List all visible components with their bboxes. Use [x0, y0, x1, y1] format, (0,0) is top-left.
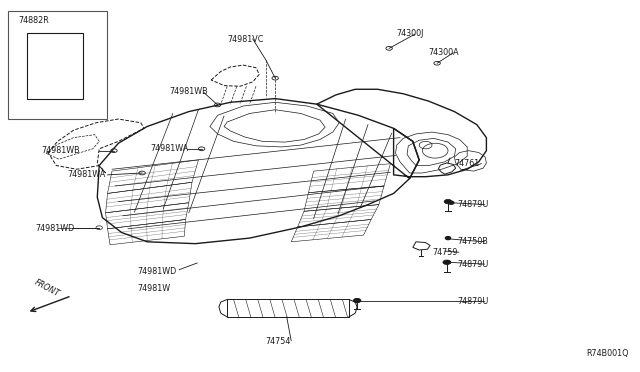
Circle shape: [355, 299, 360, 302]
Circle shape: [445, 237, 451, 240]
Text: R74B001Q: R74B001Q: [586, 349, 628, 358]
Text: 74750B: 74750B: [458, 237, 488, 246]
Circle shape: [445, 261, 451, 264]
Text: FRONT: FRONT: [33, 278, 61, 298]
Text: 74882R: 74882R: [18, 16, 49, 25]
Text: 74981WB: 74981WB: [170, 87, 208, 96]
Text: 74761: 74761: [454, 159, 479, 168]
Circle shape: [353, 298, 361, 303]
Bar: [8, 11, 107, 119]
Text: 74759: 74759: [432, 248, 458, 257]
Text: 74981VC: 74981VC: [227, 35, 264, 44]
Text: 74981WB: 74981WB: [42, 146, 80, 155]
Circle shape: [444, 199, 452, 204]
Text: 74981WA: 74981WA: [67, 170, 106, 179]
Circle shape: [449, 201, 454, 204]
Text: 74981W: 74981W: [138, 284, 171, 293]
Text: 74981WA: 74981WA: [150, 144, 189, 153]
Text: 74879U: 74879U: [458, 297, 489, 306]
Text: 74981WD: 74981WD: [35, 224, 74, 233]
Text: 74300A: 74300A: [429, 48, 460, 57]
Text: 74879U: 74879U: [458, 200, 489, 209]
Circle shape: [443, 260, 451, 264]
Text: 74879U: 74879U: [458, 260, 489, 269]
Bar: [27, 33, 83, 99]
Text: 74981WD: 74981WD: [138, 267, 177, 276]
Text: 74754: 74754: [266, 337, 291, 346]
Text: 74300J: 74300J: [397, 29, 424, 38]
